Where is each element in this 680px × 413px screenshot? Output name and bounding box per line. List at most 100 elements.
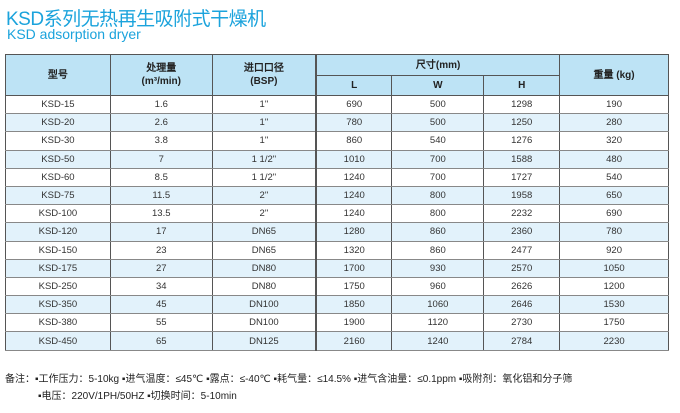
table-cell: KSD-250: [5, 277, 111, 297]
table-cell: DN100: [211, 295, 318, 315]
table-cell: 1200: [559, 277, 669, 297]
table-cell: 1 1/2": [211, 168, 318, 187]
header-flow: 处理量 (m³/min): [109, 54, 213, 96]
note-line-1: 备注：▪工作压力：5-10kg ▪进气温度：≤45℃ ▪露点：≤-40℃ ▪耗气…: [5, 374, 573, 385]
table-cell: 920: [559, 241, 669, 260]
table-cell: 1276: [483, 131, 561, 151]
header-model: 型号: [5, 54, 111, 96]
header-weight: 重量 (kg): [559, 54, 669, 96]
table-cell: 860: [391, 241, 485, 260]
table-row: KSD-450 65 DN125 2160 1240 2784 2230: [5, 331, 669, 351]
table-cell: 2": [211, 186, 318, 206]
table-cell: 960: [391, 277, 485, 297]
table-cell: 45: [109, 295, 213, 315]
table-cell: 540: [559, 168, 669, 187]
table-cell: 2230: [559, 331, 669, 351]
table-cell: 800: [391, 186, 485, 206]
title-cn: KSD系列无热再生吸附式干燥机: [6, 9, 266, 30]
table-cell: 11.5: [109, 186, 213, 206]
table-cell: DN100: [211, 313, 318, 333]
table-row: KSD-20 2.6 1" 780 500 1250 280: [5, 113, 669, 133]
table-cell: 1060: [391, 295, 485, 315]
table-row: KSD-50 7 1 1/2" 1010 700 1588 480: [5, 150, 669, 169]
table-cell: 1010: [315, 150, 393, 169]
table-cell: 1530: [559, 295, 669, 315]
table-row: KSD-60 8.5 1 1/2" 1240 700 1727 540: [5, 168, 669, 187]
table-row: KSD-175 27 DN80 1700 930 2570 1050: [5, 259, 669, 278]
table-cell: 500: [391, 113, 485, 133]
table-cell: 2160: [315, 331, 393, 351]
table-cell: KSD-50: [5, 150, 111, 169]
table-cell: 3.8: [109, 131, 213, 151]
table-cell: 690: [315, 95, 393, 115]
table-cell: 800: [391, 204, 485, 224]
table-cell: 1750: [315, 277, 393, 297]
table-cell: KSD-100: [5, 204, 111, 224]
table-cell: KSD-450: [5, 331, 111, 351]
table-cell: KSD-120: [5, 222, 111, 242]
table-row: KSD-150 23 DN65 1320 860 2477 920: [5, 241, 669, 260]
table-cell: 1320: [315, 241, 393, 260]
table-cell: KSD-350: [5, 295, 111, 315]
table-cell: 34: [109, 277, 213, 297]
table-cell: 320: [559, 131, 669, 151]
table-cell: DN125: [211, 331, 318, 351]
table-cell: 7: [109, 150, 213, 169]
table-cell: 500: [391, 95, 485, 115]
table-cell: 1240: [315, 204, 393, 224]
table-cell: 13.5: [109, 204, 213, 224]
table-cell: KSD-380: [5, 313, 111, 333]
table-cell: 2570: [483, 259, 561, 278]
table-cell: 700: [391, 168, 485, 187]
table-cell: 1700: [315, 259, 393, 278]
table-cell: 1240: [315, 186, 393, 206]
table-row: KSD-250 34 DN80 1750 960 2626 1200: [5, 277, 669, 297]
table-cell: 1250: [483, 113, 561, 133]
table-row: KSD-100 13.5 2" 1240 800 2232 690: [5, 204, 669, 224]
table-cell: DN65: [211, 222, 318, 242]
table-cell: 2477: [483, 241, 561, 260]
table-cell: 1588: [483, 150, 561, 169]
table-cell: 860: [391, 222, 485, 242]
table-cell: 1": [211, 113, 318, 133]
table-cell: 190: [559, 95, 669, 115]
table-cell: 23: [109, 241, 213, 260]
table-cell: KSD-150: [5, 241, 111, 260]
table-row: KSD-30 3.8 1" 860 540 1276 320: [5, 131, 669, 151]
table-cell: 1240: [391, 331, 485, 351]
table-row: KSD-15 1.6 1" 690 500 1298 190: [5, 95, 669, 115]
table-cell: 1900: [315, 313, 393, 333]
table-cell: 55: [109, 313, 213, 333]
table-cell: 1.6: [109, 95, 213, 115]
table-cell: 1120: [391, 313, 485, 333]
table-cell: 540: [391, 131, 485, 151]
table-cell: KSD-15: [5, 95, 111, 115]
table-cell: KSD-20: [5, 113, 111, 133]
table-cell: 280: [559, 113, 669, 133]
table-cell: 8.5: [109, 168, 213, 187]
table-cell: 1298: [483, 95, 561, 115]
table-cell: 860: [315, 131, 393, 151]
header-h: H: [483, 75, 561, 96]
table-row: KSD-380 55 DN100 1900 1120 2730 1750: [5, 313, 669, 333]
table-cell: 780: [559, 222, 669, 242]
table-row: KSD-120 17 DN65 1280 860 2360 780: [5, 222, 669, 242]
header-w: W: [391, 75, 485, 96]
table-cell: DN80: [211, 259, 318, 278]
table-cell: 700: [391, 150, 485, 169]
table-cell: KSD-175: [5, 259, 111, 278]
table-cell: 2232: [483, 204, 561, 224]
table-cell: 1050: [559, 259, 669, 278]
table-cell: 1958: [483, 186, 561, 206]
table-cell: 690: [559, 204, 669, 224]
table-cell: 480: [559, 150, 669, 169]
note-line-2: ▪电压：220V/1PH/50HZ ▪切换时间：5-10min: [38, 391, 237, 402]
table-row: KSD-75 11.5 2" 1240 800 1958 650: [5, 186, 669, 206]
table-cell: 27: [109, 259, 213, 278]
table-cell: 1727: [483, 168, 561, 187]
table-cell: 2360: [483, 222, 561, 242]
table-cell: 1": [211, 95, 318, 115]
table-cell: 780: [315, 113, 393, 133]
table-cell: 930: [391, 259, 485, 278]
table-row: KSD-350 45 DN100 1850 1060 2646 1530: [5, 295, 669, 315]
